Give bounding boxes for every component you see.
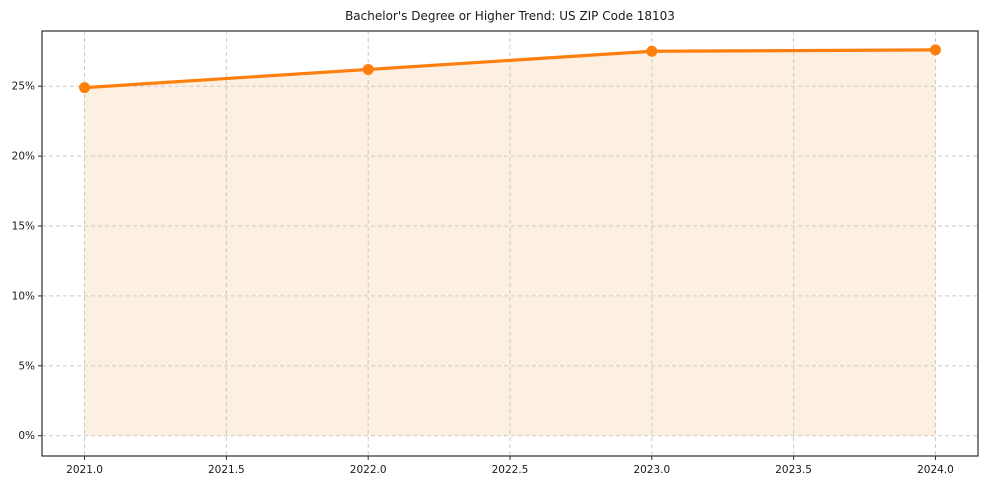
x-tick-label: 2021.5	[208, 464, 245, 476]
y-tick-label: 15%	[12, 221, 35, 233]
y-tick-label: 25%	[12, 81, 35, 93]
data-point	[362, 63, 374, 75]
data-point	[79, 82, 91, 94]
x-tick-label: 2021.0	[66, 464, 103, 476]
data-point	[929, 44, 941, 56]
y-tick-label: 5%	[18, 360, 35, 372]
x-tick-label: 2023.0	[633, 464, 670, 476]
chart-title: Bachelor's Degree or Higher Trend: US ZI…	[345, 9, 675, 23]
x-tick-label: 2022.5	[492, 464, 529, 476]
plot-area: 2021.0 2021.5 2022.0 2022.5 2023.0 2023.5 2024…	[12, 30, 979, 476]
y-tick-label: 20%	[12, 151, 35, 163]
trend-line	[82, 48, 938, 90]
x-tick-label: 2023.5	[775, 464, 812, 476]
x-tick-label: 2022.0	[350, 464, 387, 476]
data-point	[646, 45, 658, 57]
y-tick-label: 0%	[18, 430, 35, 442]
y-tick-label: 10%	[12, 290, 35, 302]
x-tick-label: 2024.0	[917, 464, 954, 476]
